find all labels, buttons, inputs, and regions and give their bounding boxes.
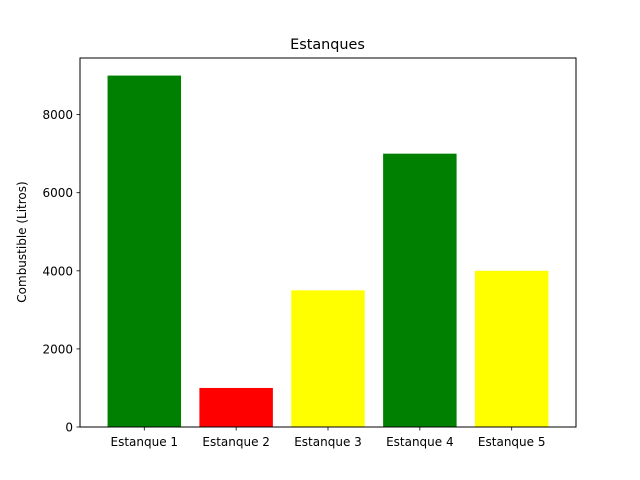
axes-frame	[79, 57, 577, 428]
y-tick-label-1: 2000	[42, 342, 73, 356]
x-tick-label-2: Estanque 2	[202, 435, 270, 449]
x-tick-label-3: Estanque 3	[294, 435, 362, 449]
bars-group	[107, 75, 549, 428]
y-tick-label-2: 4000	[42, 264, 73, 278]
y-tick-label-3: 6000	[42, 186, 73, 200]
bar-2	[199, 387, 273, 427]
x-tick-label-5: Estanque 5	[478, 435, 546, 449]
chart-title: Estanques	[290, 37, 365, 53]
y-tick-label-0: 0	[65, 421, 73, 435]
plot-area: Estanque 1 Estanque 2 Estanque 3 Estanque 4…	[42, 57, 577, 449]
bar-3	[291, 290, 365, 427]
bar-1	[107, 75, 182, 427]
bar-5	[474, 270, 549, 427]
x-tick-label-4: Estanque 4	[386, 435, 454, 449]
x-tick-label-1: Estanque 1	[111, 435, 179, 449]
y-axis-title: Combustible (Litros)	[15, 181, 29, 302]
ticks-group: Estanque 1 Estanque 2 Estanque 3 Estanque 4…	[42, 108, 545, 449]
y-tick-label-4: 8000	[42, 108, 73, 122]
bar-4	[383, 153, 457, 428]
